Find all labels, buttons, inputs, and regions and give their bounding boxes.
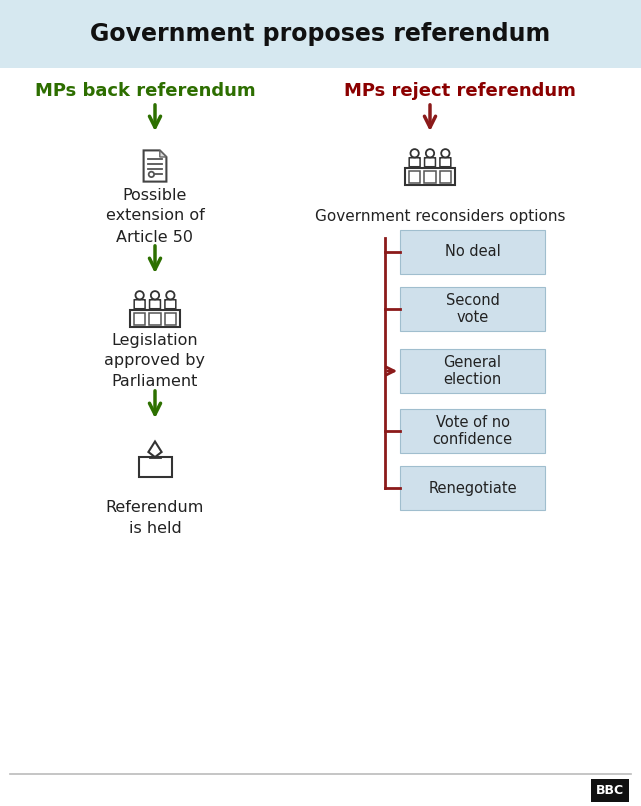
FancyBboxPatch shape (130, 310, 180, 326)
FancyBboxPatch shape (424, 158, 435, 167)
Text: MPs back referendum: MPs back referendum (35, 82, 255, 100)
FancyBboxPatch shape (400, 287, 545, 331)
FancyBboxPatch shape (400, 466, 545, 510)
FancyBboxPatch shape (440, 158, 451, 167)
Text: Second
vote: Second vote (445, 293, 499, 325)
Circle shape (410, 149, 419, 157)
FancyBboxPatch shape (149, 300, 160, 309)
FancyBboxPatch shape (424, 171, 436, 183)
Polygon shape (160, 151, 167, 157)
Text: Possible
extension of
Article 50: Possible extension of Article 50 (106, 188, 204, 244)
FancyBboxPatch shape (138, 457, 172, 476)
FancyBboxPatch shape (409, 171, 420, 183)
Text: Legislation
approved by
Parliament: Legislation approved by Parliament (104, 333, 206, 389)
Circle shape (151, 291, 159, 300)
Text: No deal: No deal (445, 244, 501, 260)
FancyBboxPatch shape (400, 349, 545, 393)
Text: Vote of no
confidence: Vote of no confidence (433, 415, 513, 447)
Text: BBC: BBC (596, 783, 624, 796)
FancyBboxPatch shape (149, 313, 161, 325)
FancyBboxPatch shape (409, 158, 420, 167)
Text: Renegotiate: Renegotiate (428, 480, 517, 496)
FancyBboxPatch shape (165, 300, 176, 309)
Circle shape (135, 291, 144, 300)
Circle shape (149, 172, 154, 177)
Polygon shape (144, 151, 167, 181)
Circle shape (166, 291, 174, 300)
FancyBboxPatch shape (134, 300, 145, 309)
FancyBboxPatch shape (400, 409, 545, 453)
Text: Referendum
is held: Referendum is held (106, 500, 204, 536)
Text: Government reconsiders options: Government reconsiders options (315, 209, 565, 223)
FancyBboxPatch shape (440, 171, 451, 183)
Text: Government proposes referendum: Government proposes referendum (90, 22, 550, 46)
FancyBboxPatch shape (405, 168, 455, 185)
Circle shape (441, 149, 449, 157)
Text: MPs reject referendum: MPs reject referendum (344, 82, 576, 100)
FancyBboxPatch shape (0, 0, 641, 68)
Text: General
election: General election (444, 355, 502, 387)
Polygon shape (149, 442, 162, 457)
FancyBboxPatch shape (400, 230, 545, 274)
FancyBboxPatch shape (134, 313, 146, 325)
Circle shape (426, 149, 434, 157)
FancyBboxPatch shape (165, 313, 176, 325)
